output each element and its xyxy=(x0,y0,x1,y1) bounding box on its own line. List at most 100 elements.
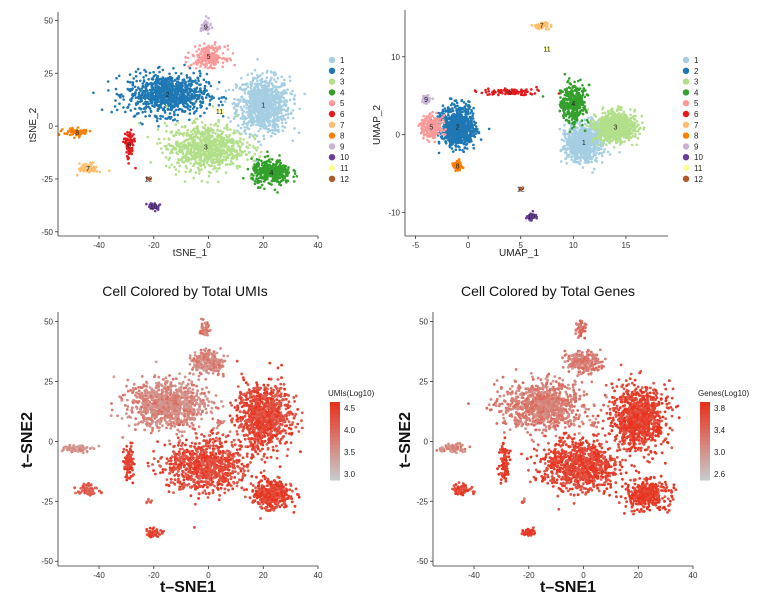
cluster-1-point xyxy=(240,95,244,99)
cluster-5-point xyxy=(209,66,213,69)
cluster-2-point xyxy=(188,76,192,80)
cluster-4-point xyxy=(273,164,276,167)
cluster-8-label: 8 xyxy=(75,130,79,137)
cluster-1-point xyxy=(570,132,574,135)
cluster-8-point xyxy=(80,129,83,133)
cluster-2-point xyxy=(132,77,135,80)
cluster-1-point xyxy=(267,124,271,127)
cluster-1-point xyxy=(256,114,260,118)
cluster-2-point xyxy=(159,93,163,96)
cluster-3-point xyxy=(179,158,183,162)
cluster-2-point xyxy=(201,96,204,100)
cluster-2-point xyxy=(152,70,155,74)
cluster-5-point xyxy=(203,42,206,45)
cluster-1-point xyxy=(293,98,296,101)
cluster-1-point xyxy=(587,160,591,164)
cluster-1-point xyxy=(570,158,573,161)
cluster-2-point xyxy=(458,148,462,151)
legend-swatch xyxy=(328,110,336,118)
cluster-2-point xyxy=(133,85,137,89)
cluster-2-point xyxy=(124,110,127,114)
cluster-3-point xyxy=(159,147,163,150)
cluster-3-point xyxy=(234,154,238,157)
cluster-4-point xyxy=(281,174,284,177)
cluster-3-point xyxy=(163,121,167,125)
cluster-2-point xyxy=(154,81,158,85)
cluster-2-point xyxy=(135,79,138,83)
cluster-1-point xyxy=(590,160,593,164)
cluster-3-point xyxy=(180,141,183,145)
cluster-2-point xyxy=(168,80,171,83)
cluster-2-point xyxy=(141,122,144,126)
cluster-3-point xyxy=(259,150,263,154)
cluster-1-point xyxy=(569,149,572,153)
cluster-3-point xyxy=(242,138,245,141)
cluster-2-point xyxy=(131,84,135,87)
cluster-3-point xyxy=(255,148,258,152)
cluster-1-point xyxy=(255,79,259,83)
cluster-1-label: 1 xyxy=(261,102,265,109)
cluster-1-point xyxy=(576,146,580,149)
cluster-4-point xyxy=(260,183,264,187)
cluster-3-point xyxy=(170,130,174,133)
cluster-3-point xyxy=(185,147,188,150)
cluster-4-point xyxy=(256,186,260,189)
cluster-1-point xyxy=(618,151,621,154)
cluster-2-point xyxy=(148,71,152,75)
cluster-1-point xyxy=(586,147,589,151)
cluster-1-point xyxy=(249,86,253,90)
cluster-3-point xyxy=(209,144,213,147)
cluster-1-point xyxy=(248,119,251,123)
cluster-1-point xyxy=(575,153,578,157)
legend-swatch xyxy=(328,164,336,172)
x-tick-label: -20 xyxy=(148,241,160,250)
cluster-2-point xyxy=(146,89,149,93)
cluster-2-point xyxy=(159,117,162,121)
cluster-1-point xyxy=(274,97,278,101)
cluster-2-point xyxy=(169,94,173,98)
cluster-1-point xyxy=(290,92,294,96)
cluster-2-point xyxy=(205,80,208,84)
cluster-2-point xyxy=(142,80,146,83)
cluster-3-point xyxy=(196,136,200,140)
cluster-1-point xyxy=(279,92,283,95)
cluster-2-point xyxy=(161,115,165,118)
cluster-4-point xyxy=(267,165,270,168)
cluster-1-point xyxy=(266,98,269,101)
cluster-2-point xyxy=(126,106,129,110)
cluster-3-point xyxy=(197,172,201,175)
cluster-3-point xyxy=(206,140,210,143)
cluster-3-point xyxy=(163,137,166,141)
cluster-1-point xyxy=(559,149,563,153)
cluster-1-point xyxy=(253,77,256,80)
cluster-8-point xyxy=(84,128,88,132)
cluster-1-point xyxy=(280,121,284,125)
cluster-1-point xyxy=(559,160,563,163)
cluster-1-point xyxy=(253,92,256,95)
cluster-3-point xyxy=(177,170,181,173)
cluster-2-point xyxy=(118,94,122,98)
cluster-3-point xyxy=(258,155,262,158)
cluster-1-point xyxy=(587,127,591,130)
cluster-2-point xyxy=(129,99,133,102)
cluster-1-point xyxy=(246,111,250,114)
cluster-1-point xyxy=(256,140,260,143)
cluster-1-point xyxy=(284,121,288,124)
cluster-1-point xyxy=(261,97,265,100)
cluster-5-point xyxy=(204,64,208,67)
cluster-1-point xyxy=(234,83,238,86)
cluster-5-point xyxy=(216,61,220,64)
cluster-2-point xyxy=(107,89,110,92)
cluster-1-point xyxy=(580,135,583,138)
legend-swatch xyxy=(328,132,336,139)
cluster-7-point xyxy=(75,173,79,177)
cluster-2-point xyxy=(201,100,205,103)
cluster-1-point xyxy=(239,117,243,120)
legend-swatch xyxy=(328,175,336,182)
cluster-1-point xyxy=(566,141,569,144)
cluster-4-point xyxy=(266,172,269,175)
cluster-3-point xyxy=(223,127,226,130)
cluster-2-point xyxy=(153,101,157,104)
cluster-1-point xyxy=(269,78,273,82)
cluster-2-point xyxy=(128,73,132,76)
